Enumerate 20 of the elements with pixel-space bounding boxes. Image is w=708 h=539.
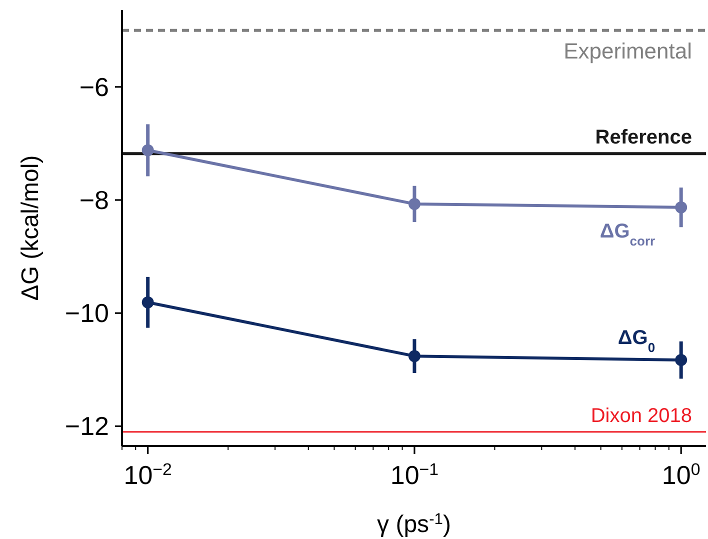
- series-label: ΔG$_{corr}$: [600, 220, 656, 248]
- point: [675, 354, 688, 366]
- ref-line-label: Reference: [595, 126, 692, 149]
- ref-line-label: Dixon 2018: [590, 404, 692, 427]
- point: [675, 201, 688, 214]
- y-tick-label: −10: [64, 298, 109, 328]
- x-axis-title: γ (ps$^{-1}$): [377, 510, 451, 538]
- point: [408, 350, 420, 362]
- y-tick-label: −12: [64, 411, 109, 442]
- series-label: ΔG$_{0}$: [618, 327, 656, 355]
- x-tick-label: 10$^{−1}$: [390, 460, 439, 490]
- point: [408, 198, 420, 210]
- y-tick-label: −6: [79, 72, 109, 102]
- point: [142, 296, 154, 308]
- x-tick-label: 10$^{0}$: [662, 460, 700, 490]
- y-axis-title: ΔG (kcal/mol): [17, 155, 44, 301]
- x-tick-label: 10$^{−2}$: [124, 460, 172, 490]
- y-tick-label: −8: [79, 185, 109, 216]
- point: [142, 144, 154, 156]
- ref-line-label: Experimental: [564, 38, 692, 64]
